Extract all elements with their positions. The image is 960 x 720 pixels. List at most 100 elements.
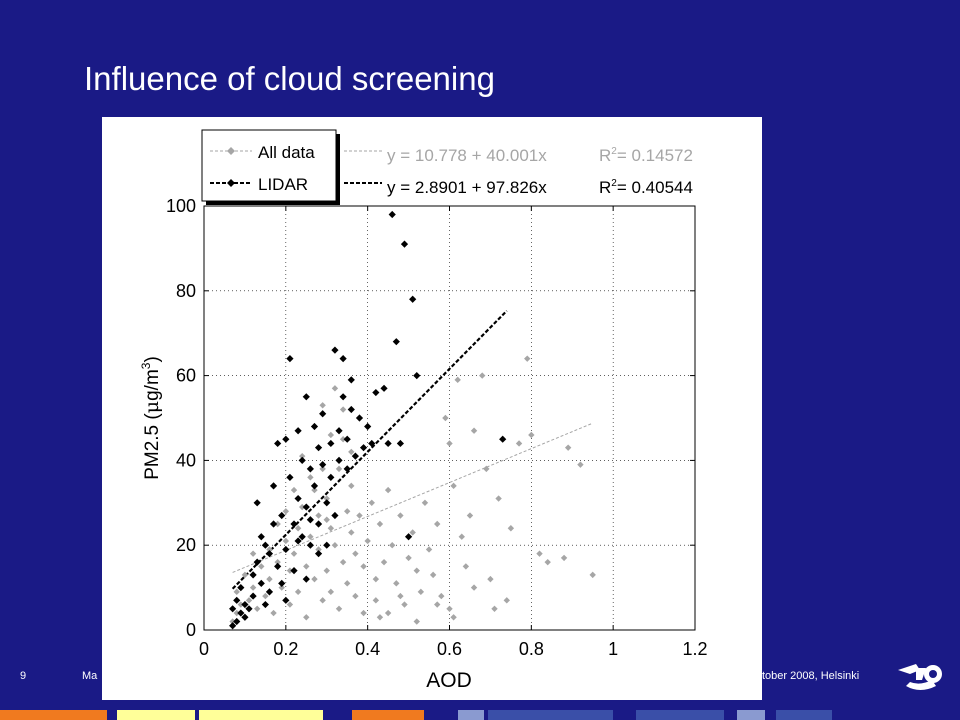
tno-logo-icon: [898, 664, 942, 690]
lidar-point: [347, 376, 355, 384]
all-data-point: [323, 495, 330, 502]
lidar-point: [290, 520, 298, 528]
all-data-point: [515, 440, 523, 447]
lidar-point: [392, 338, 400, 346]
lidar-point: [413, 372, 421, 380]
y-tick-label: 0: [186, 620, 196, 640]
all-data-point: [335, 465, 343, 473]
all-data-point: [311, 575, 318, 583]
all-data-point: [303, 563, 310, 570]
y-axis-label-mu: μ: [141, 401, 163, 413]
all-data-point: [319, 465, 326, 473]
all-data-point: [286, 567, 294, 574]
all-data-point: [344, 508, 351, 515]
all-data-point: [564, 444, 572, 451]
lidar-point: [237, 609, 245, 617]
all-data-point: [315, 512, 322, 519]
all-data-point: [323, 567, 330, 574]
all-data-point: [483, 465, 490, 473]
lidar-point: [261, 541, 269, 549]
y-tick-label: 20: [176, 535, 196, 555]
y-tick-labels: 0 20 40 60 80 100: [166, 196, 196, 640]
x-tick-label: 0: [199, 639, 209, 659]
x-tick-label: 0.6: [437, 639, 462, 659]
scatter-chart: 0 0.2 0.4 0.6 0.8 1 1.2 0 20 40 60 80 100 AOD PM2.5…: [139, 129, 708, 692]
y-axis-label-main: PM2.5 (: [142, 413, 163, 480]
y-tick-label: 60: [176, 366, 196, 386]
lidar-point: [249, 592, 257, 600]
legend-all-data-label: All data: [258, 143, 315, 162]
all-data-point: [487, 575, 494, 583]
page-number: 9: [20, 670, 27, 682]
lidar-point: [298, 456, 306, 464]
all-data-point: [331, 385, 339, 392]
lidar-point: [323, 541, 331, 549]
lidar-point: [278, 511, 286, 520]
lidar-point: [327, 439, 335, 448]
fit-lidar-r2: R2= 0.40544: [599, 178, 693, 197]
all-data-point: [413, 567, 420, 574]
x-tick-label: 0.4: [355, 639, 380, 659]
lidar-point: [351, 452, 359, 460]
lidar-point: [319, 410, 327, 418]
x-tick-label: 0.2: [273, 639, 298, 659]
y-axis-label-exp: 3: [139, 362, 153, 369]
all-data-point: [454, 376, 461, 384]
all-data-point: [413, 618, 420, 625]
strip-yellow-2: [199, 710, 323, 720]
lidar-point: [265, 588, 274, 596]
strip-blue-2: [488, 710, 613, 720]
all-data-point: [466, 512, 474, 519]
all-data-point: [577, 461, 584, 468]
all-data-point: [429, 571, 437, 579]
lidar-point: [499, 435, 507, 443]
lidar-point: [249, 571, 257, 579]
lidar-point: [257, 533, 265, 541]
all-data-point: [479, 372, 486, 379]
strip-yellow-1: [117, 710, 195, 720]
all-data-point: [348, 482, 355, 490]
x-tick-label: 1: [608, 639, 618, 659]
all-data-point: [249, 584, 257, 591]
all-data-point: [434, 520, 441, 528]
lidar-fit-line: [231, 310, 508, 590]
lidar-point: [347, 405, 355, 414]
all-data-point: [589, 571, 596, 579]
all-data-point: [393, 580, 400, 587]
all-data-point: [299, 503, 306, 511]
lidar-point: [241, 613, 249, 621]
lidar-point: [323, 499, 331, 507]
lidar-point: [310, 482, 319, 490]
x-axis-label: AOD: [426, 669, 472, 692]
lidar-point: [282, 545, 290, 554]
y-tick-label: 80: [176, 281, 196, 301]
all-data-point: [311, 486, 318, 494]
strip-orange-2: [352, 710, 424, 720]
grid-lines: [203, 205, 696, 631]
all-data-point: [462, 563, 470, 570]
lidar-point: [364, 422, 372, 431]
all-data-point: [409, 529, 416, 536]
strip-blue-5: [776, 710, 832, 720]
lidar-point: [368, 439, 376, 448]
lidar-point: [253, 558, 261, 566]
lidar-point: [233, 596, 241, 604]
lidar-point: [335, 456, 343, 464]
all-data-point: [376, 520, 384, 528]
all-data-point: [368, 499, 375, 506]
fit-all-data-equation: y = 10.778 + 40.001x: [387, 146, 547, 165]
y-axis-label: PM2.5 (μg/m3): [139, 356, 163, 480]
lidar-point: [241, 600, 249, 609]
lidar-point: [290, 567, 298, 575]
all-data-point: [495, 495, 502, 502]
lidar-point: [237, 584, 245, 592]
lidar-point: [294, 494, 302, 503]
all-data-point: [299, 452, 306, 460]
y-tick-label: 100: [166, 196, 196, 216]
bottom-color-strip: [0, 710, 960, 720]
all-data-point: [507, 525, 515, 532]
all-data-point: [458, 533, 465, 540]
fit-lidar-equation: y = 2.8901 + 97.826x: [387, 178, 547, 197]
lidar-point: [327, 473, 335, 481]
all-data-point: [360, 563, 367, 570]
